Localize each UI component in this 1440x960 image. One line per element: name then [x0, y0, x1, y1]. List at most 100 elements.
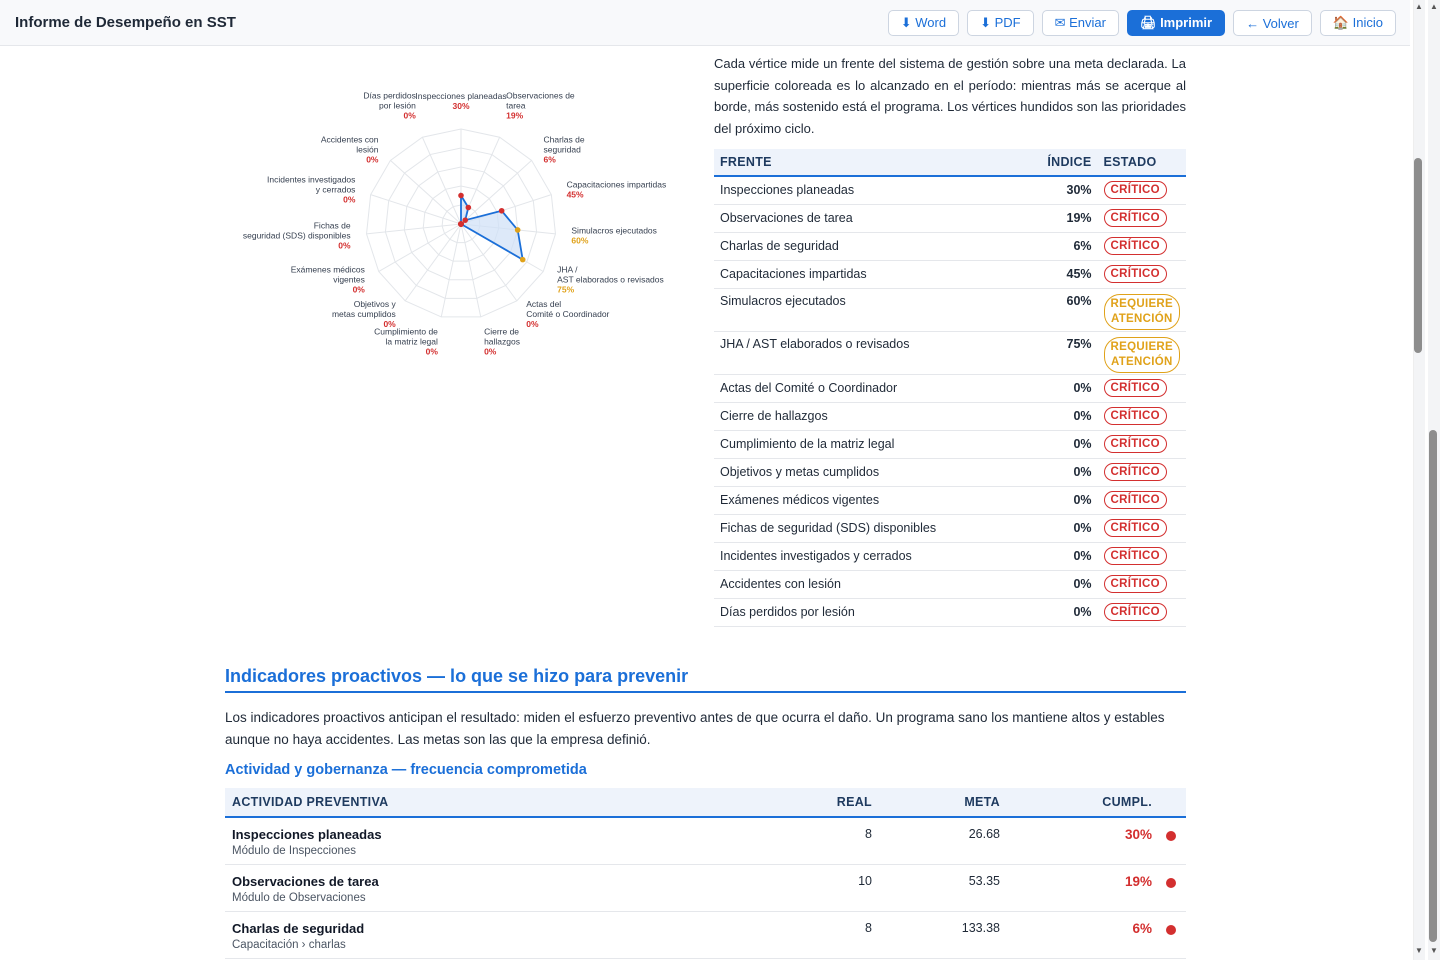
radar-value-label: 0%	[426, 347, 439, 357]
frentes-table: FRENTE ÍNDICE ESTADO Inspecciones planea…	[714, 149, 1186, 627]
frente-index: 0%	[1037, 458, 1098, 487]
table-row: Observaciones de tarea Módulo de Observac…	[225, 864, 1186, 912]
activity-name: Inspecciones planeadas	[232, 827, 382, 842]
radar-label-line: y cerrados	[316, 185, 356, 195]
table-row: Capacitaciones impartidas 45% CRÍTICO	[714, 260, 1186, 289]
radar-label-line: por lesión	[379, 101, 416, 111]
activity-cell: Observaciones de tarea Módulo de Observac…	[225, 864, 765, 912]
frente-name: Días perdidos por lesión	[714, 598, 1038, 627]
table-row: Inspecciones planeadas Módulo de Inspecci…	[225, 817, 1186, 865]
radar-label-line: tarea	[506, 101, 526, 111]
home-button[interactable]: 🏠 Inicio	[1319, 10, 1396, 36]
radar-label-line: Cierre de	[484, 327, 519, 337]
radar-label: Cumplimiento de la matriz legal 0%	[374, 327, 438, 357]
radar-value-label: 30%	[452, 101, 469, 111]
page-scroll-up-icon[interactable]: ▲	[1430, 2, 1438, 11]
frente-index: 75%	[1037, 331, 1098, 375]
page-scrollbar-thumb[interactable]	[1429, 430, 1437, 942]
status-badge: CRÍTICO	[1103, 181, 1167, 200]
send-button[interactable]: ✉ Enviar	[1041, 10, 1119, 36]
radar-label-line: lesión	[356, 145, 378, 155]
page-title: Informe de Desempeño en SST	[15, 14, 236, 31]
frente-name: Accidentes con lesión	[714, 570, 1038, 599]
radar-point	[462, 217, 469, 223]
activity-name: Charlas de seguridad	[232, 920, 365, 936]
activity-indicator	[1159, 911, 1186, 959]
radar-axis	[460, 223, 518, 302]
frente-index: 19%	[1037, 204, 1098, 233]
activity-real: 10	[765, 864, 879, 912]
radar-point	[519, 256, 526, 263]
status-badge: CRÍTICO	[1103, 519, 1167, 537]
table-row: Cierre de hallazgos 0% CRÍTICO	[714, 402, 1186, 431]
inner-scrollbar-track[interactable]	[1413, 0, 1425, 960]
radar-grid-ring	[366, 128, 556, 318]
radar-label: Simulacros ejecutados 60%	[571, 226, 657, 246]
col-real: REAL	[765, 788, 879, 818]
status-dot-icon	[1166, 924, 1176, 935]
radar-label: Inspecciones planeadas 30%	[415, 91, 506, 111]
col-cumpl: CUMPL.	[1007, 788, 1159, 818]
subsection-title: Actividad y gobernanza — frecuencia comp…	[225, 762, 587, 778]
activity-real: 8	[765, 817, 879, 865]
radar-axis	[460, 223, 482, 318]
action-toolbar: ⬇ Word ⬇ PDF ✉ Enviar 🖨 Imprimir ← Volve…	[887, 10, 1396, 36]
frente-status: CRÍTICO	[1097, 176, 1186, 205]
activity-cumpl: 19%	[1007, 864, 1159, 912]
radar-label: Accidentes con lesión 0%	[321, 135, 379, 165]
radar-label-line: Inspecciones planeadas	[415, 91, 506, 101]
table-row: JHA / AST elaborados o revisados 75% REQUI…	[714, 331, 1186, 375]
section-text: Los indicadores proactivos anticipan el …	[225, 710, 1165, 747]
print-button[interactable]: 🖨 Imprimir	[1126, 10, 1226, 36]
status-dot-icon	[1166, 877, 1176, 888]
frente-name: Cierre de hallazgos	[714, 402, 1038, 431]
inner-scroll-up-icon[interactable]: ▲	[1415, 2, 1423, 11]
frente-status: CRÍTICO	[1097, 570, 1186, 599]
radar-point	[458, 192, 464, 199]
frente-index: 0%	[1037, 430, 1098, 459]
radar-label-line: la matriz legal	[385, 337, 438, 347]
radar-label-line: Observaciones de	[506, 91, 575, 101]
col-frente: FRENTE	[714, 149, 1038, 177]
frente-index: 30%	[1037, 176, 1098, 205]
back-button[interactable]: ← Volver	[1233, 10, 1312, 36]
frente-index: 0%	[1037, 514, 1098, 543]
frente-name: Capacitaciones impartidas	[714, 260, 1038, 289]
download-word-button[interactable]: ⬇ Word	[887, 10, 960, 36]
col-indice: ÍNDICE	[1037, 149, 1098, 177]
activity-meta: 26.68	[879, 817, 1007, 865]
radar-axis	[370, 194, 462, 225]
radar-label-line: JHA /	[557, 265, 578, 275]
inner-scroll-down-icon[interactable]: ▼	[1415, 946, 1423, 955]
radar-label-line: metas cumplidos	[332, 309, 396, 319]
activity-source: Capacitación › charlas	[232, 938, 346, 951]
radar-value-label: 0%	[484, 347, 497, 357]
radar-label-line: AST elaborados o revisados	[557, 275, 664, 285]
frente-status: CRÍTICO	[1097, 402, 1186, 431]
frente-index: 0%	[1037, 374, 1098, 403]
radar-label: JHA / AST elaborados o revisados 75%	[557, 265, 664, 295]
download-pdf-button[interactable]: ⬇ PDF	[967, 10, 1034, 36]
table-row: Días perdidos por lesión 0% CRÍTICO	[714, 598, 1186, 627]
frente-index: 0%	[1037, 570, 1098, 599]
col-meta: META	[879, 788, 1007, 818]
page-scroll-down-icon[interactable]: ▼	[1430, 946, 1438, 955]
radar-axis	[366, 223, 462, 235]
col-estado: ESTADO	[1097, 149, 1186, 177]
activities-table: ACTIVIDAD PREVENTIVA REAL META CUMPL. In…	[225, 788, 1186, 959]
radar-label: Observaciones de tarea 19%	[506, 91, 575, 121]
activity-real: 8	[765, 911, 879, 959]
radar-grid-ring	[422, 185, 500, 262]
frente-name: Simulacros ejecutados	[714, 288, 1038, 332]
radar-label: Exámenes médicos vigentes 0%	[291, 265, 366, 295]
table-row: Incidentes investigados y cerrados 0% CRÍT…	[714, 542, 1186, 571]
radar-label-line: hallazgos	[484, 337, 520, 347]
status-badge: REQUIERE ATENCIÓN	[1103, 336, 1180, 373]
radar-value-label: 0%	[343, 195, 356, 205]
radar-axis	[404, 223, 462, 302]
table-row: Simulacros ejecutados 60% REQUIERE ATENCIÓ…	[714, 288, 1186, 332]
table-row: Accidentes con lesión 0% CRÍTICO	[714, 570, 1186, 599]
status-badge: CRÍTICO	[1103, 265, 1167, 283]
inner-scrollbar-thumb[interactable]	[1414, 158, 1422, 353]
radar-label: Capacitaciones impartidas 45%	[567, 180, 667, 200]
